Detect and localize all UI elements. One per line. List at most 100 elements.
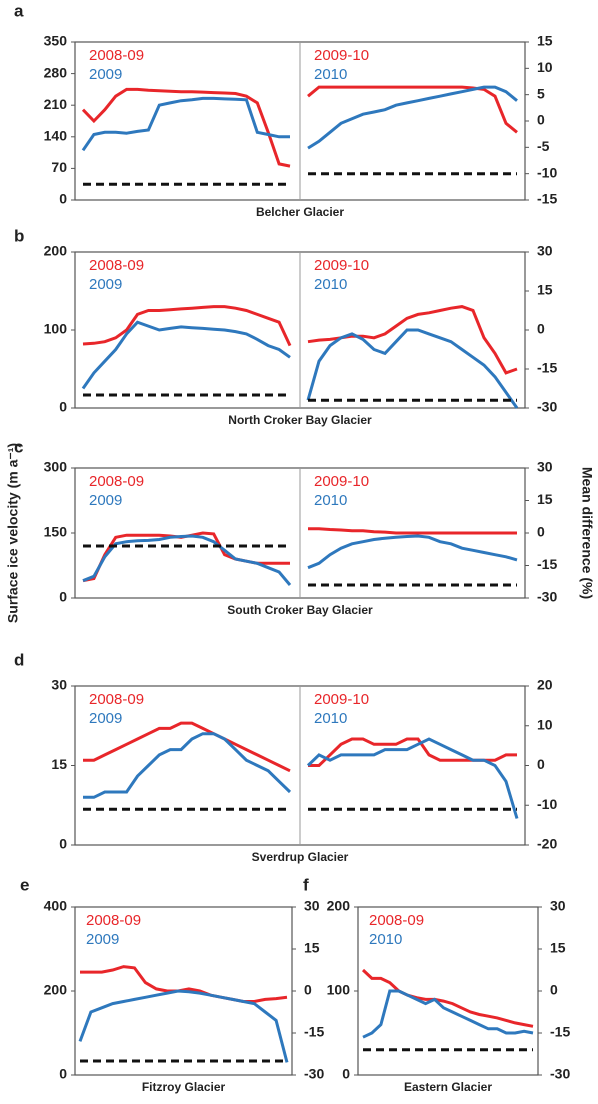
y-tick-label: 200 [327, 898, 351, 914]
y2-tick-label: 0 [550, 982, 558, 998]
y-tick-label: 200 [44, 243, 68, 259]
legend-label: 2009-10 [314, 47, 369, 64]
y-tick-label: 70 [51, 159, 67, 175]
y2-tick-label: -30 [304, 1066, 324, 1082]
y-tick-label: 400 [44, 898, 68, 914]
y2-tick-label: -30 [537, 399, 557, 415]
y-tick-label: 140 [44, 128, 68, 144]
legend-label: 2008-09 [89, 473, 144, 490]
x-axis-label: Eastern Glacier [404, 1080, 492, 1094]
y2-tick-label: -15 [537, 191, 557, 207]
legend-label: 2008-09 [89, 47, 144, 64]
series-line [361, 968, 534, 1028]
y2-tick-label: 20 [537, 677, 553, 693]
legend-label: 2010 [314, 276, 347, 293]
y2-tick-label: 0 [537, 756, 545, 772]
x-axis-label: Belcher Glacier [256, 205, 344, 219]
series-line [81, 87, 291, 168]
panel-label: d [14, 650, 24, 669]
y-axis-label: Surface ice velocity (m a⁻¹) [5, 443, 21, 623]
y2-tick-label: -5 [537, 138, 550, 154]
legend-label: 2009 [89, 492, 122, 509]
panel-label: a [14, 1, 24, 20]
y2-tick-label: -15 [550, 1024, 570, 1040]
series-line [307, 85, 518, 150]
series-line [83, 721, 291, 773]
series-line [306, 737, 519, 819]
y-tick-label: 0 [59, 191, 67, 207]
x-axis-label: South Croker Bay Glacier [227, 603, 373, 617]
y2-tick-label: 0 [537, 321, 545, 337]
y2-tick-label: 15 [537, 33, 553, 49]
y-tick-label: 100 [327, 982, 351, 998]
y-tick-label: 0 [59, 836, 67, 852]
y-tick-label: 0 [59, 1066, 67, 1082]
legend-label: 2010 [314, 66, 347, 83]
series-line [306, 328, 519, 409]
y2-tick-label: 30 [550, 898, 566, 914]
legend-label: 2010 [314, 710, 347, 727]
series-line [82, 534, 292, 586]
series-line [308, 527, 517, 535]
x-axis-label: North Croker Bay Glacier [228, 413, 372, 427]
series-line [362, 989, 534, 1039]
y2-tick-label: 30 [537, 243, 553, 259]
legend-label: 2009 [89, 66, 122, 83]
series-line [83, 732, 292, 799]
legend-label: 2009-10 [314, 257, 369, 274]
y-tick-label: 300 [44, 459, 68, 475]
y2-tick-label: -10 [537, 796, 557, 812]
y-tick-label: 210 [44, 96, 68, 112]
series-line [78, 989, 289, 1063]
series-line [81, 96, 290, 152]
y-tick-label: 0 [59, 399, 67, 415]
y2-tick-label: -30 [550, 1066, 570, 1082]
y2-tick-label: -15 [537, 556, 557, 572]
y2-tick-label: 5 [537, 85, 545, 101]
y2-tick-label: 0 [537, 112, 545, 128]
series-line [307, 534, 518, 570]
y2-tick-label: 0 [537, 524, 545, 540]
panel-label: e [20, 875, 29, 894]
legend-label: 2010 [314, 492, 347, 509]
y2-tick-label: 10 [537, 59, 553, 75]
y2-tick-label: 15 [550, 940, 566, 956]
panel-label: f [303, 875, 309, 894]
series-line [80, 965, 288, 1003]
panel-label: b [14, 226, 24, 245]
legend-label: 2009-10 [314, 691, 369, 708]
legend-label: 2010 [369, 931, 402, 948]
y-tick-label: 30 [51, 677, 67, 693]
legend-label: 2009 [89, 710, 122, 727]
y-tick-label: 350 [44, 33, 68, 49]
y2-tick-label: -10 [537, 164, 557, 180]
series-line [307, 85, 518, 134]
y-tick-label: 280 [44, 64, 68, 80]
y-tick-label: 0 [59, 589, 67, 605]
y2-tick-label: 30 [537, 459, 553, 475]
y2-tick-label: 0 [304, 982, 312, 998]
y2-tick-label: -30 [537, 589, 557, 605]
legend-label: 2009 [86, 931, 119, 948]
y2-axis-label: Mean difference (%) [579, 467, 595, 599]
y2-tick-label: 15 [537, 282, 553, 298]
y-tick-label: 15 [51, 756, 67, 772]
y2-tick-label: -20 [537, 836, 557, 852]
x-axis-label: Sverdrup Glacier [252, 850, 349, 864]
y2-tick-label: 15 [304, 940, 320, 956]
legend-label: 2008-09 [369, 912, 424, 929]
y2-tick-label: -15 [304, 1024, 324, 1040]
legend-label: 2008-09 [89, 691, 144, 708]
y2-tick-label: -15 [537, 360, 557, 376]
legend-label: 2009-10 [314, 473, 369, 490]
series-line [82, 531, 290, 583]
x-axis-label: Fitzroy Glacier [142, 1080, 226, 1094]
legend-label: 2008-09 [86, 912, 141, 929]
y2-tick-label: 10 [537, 716, 553, 732]
y2-tick-label: 30 [304, 898, 320, 914]
series-line [82, 305, 292, 347]
legend-label: 2009 [89, 276, 122, 293]
y-tick-label: 200 [44, 982, 68, 998]
y-tick-label: 0 [342, 1066, 350, 1082]
